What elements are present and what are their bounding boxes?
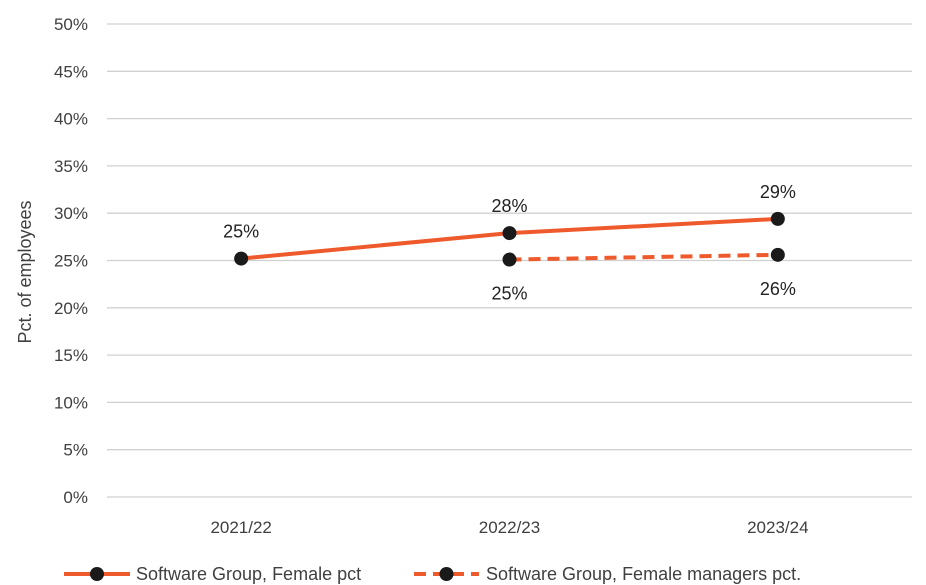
series-line [509, 252, 778, 262]
y-tick-label: 25% [54, 252, 88, 271]
data-point-marker [770, 211, 785, 226]
data-point-marker [234, 251, 249, 266]
y-tick-label: 5% [63, 441, 88, 460]
y-tick-label: 0% [63, 488, 88, 507]
y-tick-label: 35% [54, 157, 88, 176]
data-point-marker [502, 226, 517, 241]
x-tick-label: 2021/22 [210, 518, 271, 537]
legend-label: Software Group, Female managers pct. [486, 564, 801, 584]
x-tick-label: 2022/23 [479, 518, 540, 537]
data-label: 28% [491, 196, 527, 216]
data-label: 26% [760, 279, 796, 299]
data-label: 25% [223, 222, 259, 242]
data-point-marker [770, 247, 785, 262]
y-tick-label: 30% [54, 204, 88, 223]
legend: Software Group, Female pct Software Group… [64, 564, 801, 584]
x-tick-label: 2023/24 [747, 518, 808, 537]
y-tick-label: 45% [54, 62, 88, 81]
legend-marker [90, 567, 104, 581]
y-tick-label: 15% [54, 346, 88, 365]
data-label: 25% [491, 284, 527, 304]
y-axis-ticks: 0% 5% 10% 15% 20% 25% 30% 35% 40% 45% 50% [54, 15, 88, 507]
legend-marker [439, 567, 454, 581]
y-tick-label: 40% [54, 110, 88, 129]
y-tick-label: 50% [54, 15, 88, 34]
legend-label: Software Group, Female pct [136, 564, 361, 584]
data-labels: 25% 28% 29% 25% 26% [223, 182, 796, 304]
x-axis-ticks: 2021/22 2022/23 2023/24 [210, 518, 808, 537]
y-tick-label: 10% [54, 393, 88, 412]
y-axis-title: Pct. of employees [15, 200, 35, 343]
data-point-marker [502, 252, 517, 267]
data-label: 29% [760, 182, 796, 202]
y-tick-label: 20% [54, 299, 88, 318]
series [234, 211, 785, 267]
